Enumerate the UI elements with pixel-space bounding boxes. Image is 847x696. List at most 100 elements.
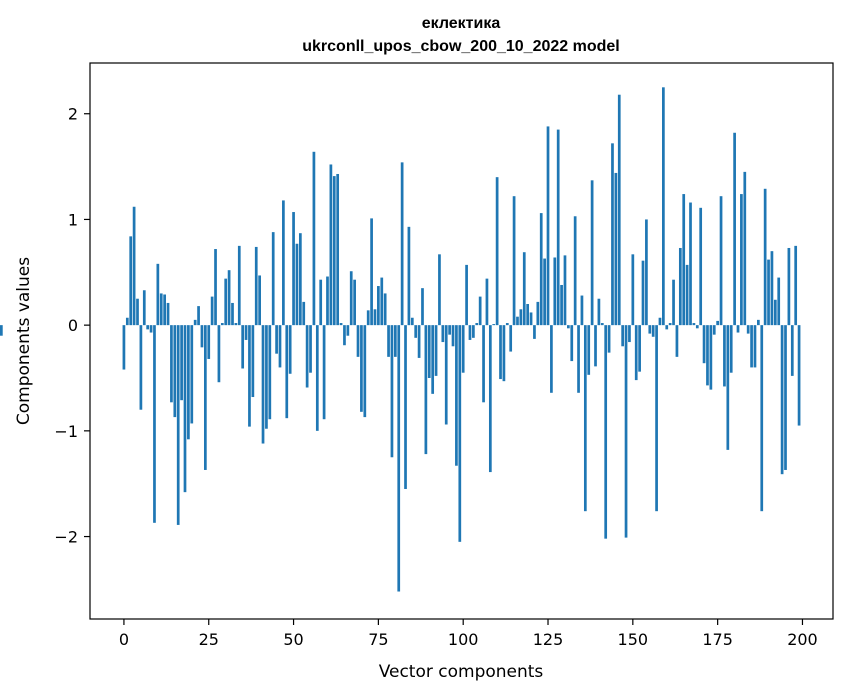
bar-14 bbox=[170, 325, 173, 403]
bar-104 bbox=[475, 323, 479, 326]
bar-107 bbox=[485, 278, 489, 326]
bar-76 bbox=[380, 277, 384, 326]
bar-59 bbox=[322, 325, 326, 420]
bar-60 bbox=[326, 276, 329, 326]
bar-197 bbox=[790, 325, 794, 376]
bar-26 bbox=[210, 296, 214, 326]
bar-58 bbox=[319, 279, 323, 326]
bar-4 bbox=[136, 298, 139, 326]
bar-30 bbox=[224, 278, 228, 326]
bar-77 bbox=[383, 293, 387, 326]
bar-12 bbox=[163, 294, 166, 326]
bar-65 bbox=[343, 325, 346, 346]
bar-155 bbox=[648, 325, 652, 334]
bar-100 bbox=[461, 325, 465, 373]
bar-126 bbox=[550, 325, 553, 393]
bar-62 bbox=[332, 176, 336, 326]
bar-198 bbox=[794, 245, 798, 326]
bar-142 bbox=[604, 325, 608, 539]
plot-frame bbox=[89, 62, 834, 620]
bar-145 bbox=[614, 172, 618, 326]
bar-92 bbox=[434, 325, 438, 376]
bar-154 bbox=[645, 219, 648, 326]
bar-127 bbox=[553, 257, 557, 326]
bar-116 bbox=[516, 316, 519, 326]
bar-156 bbox=[651, 325, 655, 337]
bar-50 bbox=[292, 212, 295, 326]
bar-23 bbox=[200, 325, 204, 348]
bar-161 bbox=[668, 323, 672, 326]
bar-97 bbox=[451, 325, 455, 347]
bar-146 bbox=[617, 94, 621, 326]
bar-52 bbox=[298, 233, 302, 326]
bar-165 bbox=[682, 194, 686, 326]
bar-180 bbox=[733, 132, 736, 326]
bar-166 bbox=[685, 264, 689, 326]
bar-157 bbox=[655, 325, 658, 512]
bar-81 bbox=[397, 325, 401, 592]
bar-159 bbox=[662, 87, 665, 326]
x-tick-label: 175 bbox=[702, 630, 733, 649]
bar-86 bbox=[414, 325, 418, 338]
bar-17 bbox=[180, 325, 183, 401]
bar-53 bbox=[302, 301, 306, 326]
bar-148 bbox=[624, 325, 628, 538]
bar-115 bbox=[512, 196, 516, 326]
bar-88 bbox=[421, 288, 424, 326]
y-tick-label: −1 bbox=[54, 422, 78, 441]
bar-151 bbox=[634, 325, 638, 381]
bar-43 bbox=[268, 325, 272, 420]
y-tick-label: 1 bbox=[68, 210, 78, 229]
x-tick-label: 100 bbox=[448, 630, 479, 649]
bar-47 bbox=[282, 200, 285, 326]
bar-71 bbox=[363, 325, 367, 418]
bar-82 bbox=[400, 162, 404, 326]
bar-24 bbox=[203, 325, 207, 470]
bar-103 bbox=[472, 325, 475, 338]
bar-105 bbox=[478, 296, 482, 326]
bar-18 bbox=[183, 325, 187, 493]
bar-163 bbox=[675, 325, 679, 357]
bar-167 bbox=[689, 202, 692, 326]
bar-131 bbox=[567, 325, 570, 329]
y-tick-label: 0 bbox=[68, 316, 78, 335]
bar-149 bbox=[628, 325, 631, 343]
x-tick-label: 25 bbox=[199, 630, 219, 649]
bar-91 bbox=[431, 325, 435, 394]
bar-45 bbox=[275, 325, 278, 354]
bar-38 bbox=[251, 325, 255, 398]
bar-188 bbox=[760, 325, 764, 512]
bar-183 bbox=[743, 171, 747, 326]
bar-15 bbox=[173, 325, 177, 418]
bar-130 bbox=[563, 255, 567, 326]
bar-136 bbox=[583, 325, 587, 512]
bar-29 bbox=[220, 323, 224, 326]
y-axis-ticks: −2 −1 0 1 2 bbox=[54, 105, 90, 547]
bar-83 bbox=[404, 325, 407, 489]
bar-20 bbox=[190, 325, 194, 424]
bar-102 bbox=[468, 325, 472, 340]
bar-174 bbox=[712, 325, 716, 335]
bar-179 bbox=[729, 325, 733, 373]
bar-191 bbox=[770, 251, 774, 326]
bar-84 bbox=[407, 226, 411, 326]
x-tick-label: 200 bbox=[787, 630, 818, 649]
bar-44 bbox=[271, 232, 275, 326]
bar-111 bbox=[499, 325, 502, 380]
bar-0 bbox=[122, 325, 126, 370]
bar-132 bbox=[570, 325, 574, 362]
bar-37 bbox=[248, 325, 251, 427]
bar-164 bbox=[678, 247, 682, 326]
bar-121 bbox=[533, 325, 536, 339]
bar-68 bbox=[353, 279, 356, 326]
bar-89 bbox=[424, 325, 428, 455]
bar-56 bbox=[312, 151, 316, 326]
x-tick-label: 0 bbox=[119, 630, 129, 649]
x-axis-ticks: 0 25 50 75 100 125 150 175 200 bbox=[119, 619, 818, 649]
bar-78 bbox=[387, 325, 390, 357]
bar-34 bbox=[237, 245, 241, 326]
bar-150 bbox=[631, 254, 635, 326]
bar-11 bbox=[159, 293, 163, 326]
bar-2 bbox=[129, 236, 133, 326]
bar-133 bbox=[573, 216, 577, 326]
